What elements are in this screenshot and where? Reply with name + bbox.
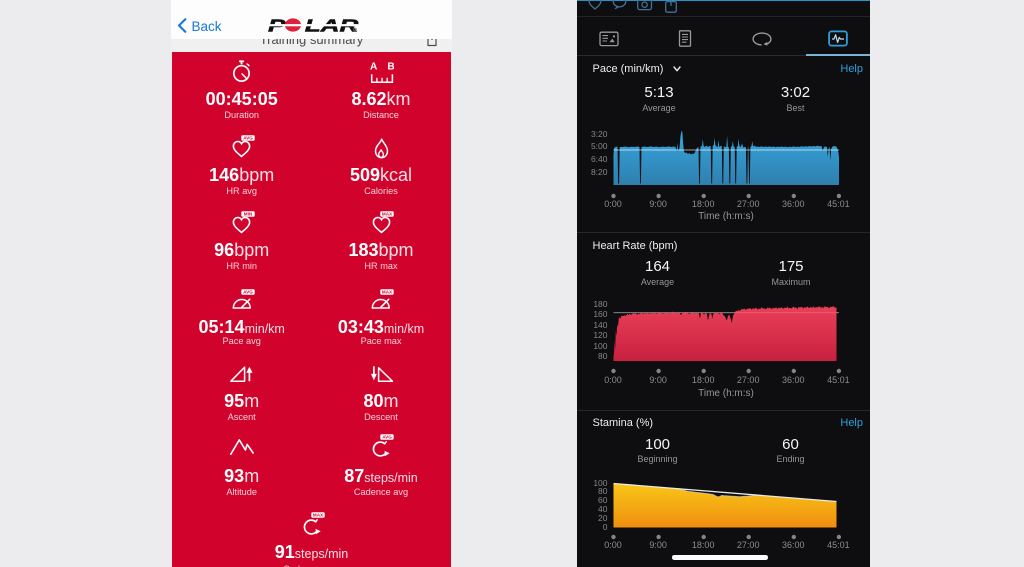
svg-text:MAX: MAX (382, 212, 393, 217)
svg-text:AVG: AVG (243, 136, 253, 141)
svg-text:MAX: MAX (312, 512, 323, 517)
svg-text:A: A (370, 61, 378, 72)
svg-text:B: B (387, 61, 394, 72)
svg-text:MIN: MIN (243, 212, 252, 217)
svg-text:AVG: AVG (243, 290, 253, 295)
svg-text:MAX: MAX (382, 290, 393, 295)
svg-text:AVG: AVG (382, 435, 392, 440)
